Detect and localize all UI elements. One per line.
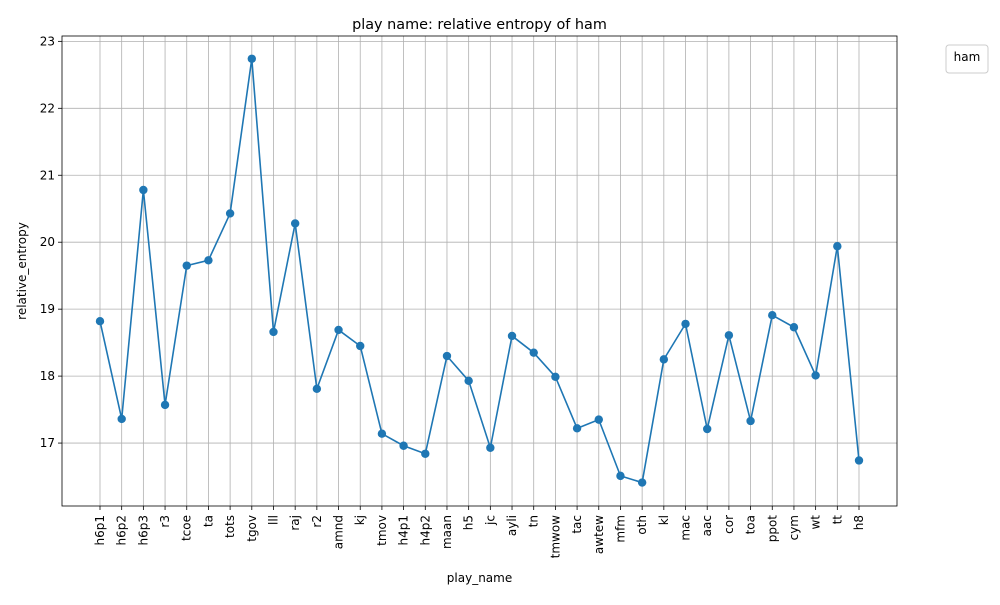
data-point — [399, 441, 408, 450]
x-tick-label: kl — [657, 515, 671, 525]
grid — [62, 36, 897, 506]
x-tick-label: r3 — [158, 515, 172, 528]
x-tick-label: h4p1 — [397, 515, 411, 546]
data-point — [269, 327, 278, 337]
data-point — [312, 384, 322, 394]
x-tick-label: tots — [223, 515, 237, 538]
data-point — [616, 471, 625, 481]
data-point — [724, 331, 734, 340]
data-point — [746, 416, 755, 426]
data-point — [681, 319, 690, 329]
series-line — [99, 57, 860, 484]
data-point — [225, 209, 235, 218]
x-tick-label: amnd — [332, 515, 346, 549]
x-tick-label: h6p1 — [93, 515, 107, 546]
data-point — [789, 323, 799, 332]
x-tick-label: tt — [830, 515, 844, 525]
data-point — [421, 449, 430, 458]
data-point — [768, 310, 777, 320]
y-tick-label: 22 — [40, 101, 55, 115]
data-point — [377, 429, 387, 438]
x-tick-label: ta — [201, 515, 215, 527]
data-point — [637, 478, 647, 487]
x-tick-label: mfm — [613, 515, 627, 543]
series — [95, 54, 864, 487]
data-point — [854, 456, 864, 465]
x-tick-label: tmwow — [548, 515, 562, 559]
x-axis-ticks: h6p1 h6p2 h6p3 r3 tcoe ta tots tgov lll raj r2 amnd… — [93, 506, 866, 558]
y-tick-label: 20 — [40, 235, 55, 249]
x-tick-label: cym — [787, 515, 801, 540]
data-point — [160, 400, 170, 410]
x-tick-label: kj — [353, 515, 367, 525]
x-tick-label: h6p3 — [136, 515, 150, 546]
data-point — [247, 54, 256, 63]
y-tick-label: 19 — [40, 302, 55, 316]
chart-title: play name: relative entropy of ham — [352, 17, 607, 33]
x-tick-label: tn — [527, 515, 541, 527]
legend-title: ham — [954, 50, 981, 64]
x-tick-label: awtew — [592, 515, 606, 554]
x-tick-label: tmov — [375, 515, 389, 546]
x-tick-label: tac — [570, 515, 584, 534]
y-tick-label: 21 — [40, 168, 55, 182]
data-point — [182, 261, 191, 270]
data-point — [95, 317, 105, 326]
data-point — [811, 371, 820, 380]
data-point — [659, 355, 669, 364]
data-point — [290, 219, 300, 228]
plot-area-frame — [61, 35, 898, 507]
data-point — [486, 443, 495, 452]
x-tick-label: aac — [700, 515, 714, 536]
x-tick-label: tgov — [245, 515, 259, 542]
data-point — [551, 372, 560, 381]
x-tick-label: h5 — [462, 515, 476, 530]
x-tick-label: h4p2 — [418, 515, 432, 546]
x-tick-label: h6p2 — [115, 515, 129, 546]
x-tick-label: ayli — [505, 515, 519, 536]
x-tick-label: maan — [440, 515, 454, 549]
data-point — [334, 325, 343, 335]
y-tick-label: 18 — [40, 369, 55, 383]
x-tick-label: jc — [483, 515, 497, 526]
y-axis-ticks: 17 18 19 20 21 22 23 — [40, 34, 62, 450]
x-axis-label: play_name — [447, 571, 512, 585]
x-tick-label: wt — [809, 515, 823, 530]
data-point — [356, 341, 365, 351]
y-axis-label: relative_entropy — [15, 222, 29, 320]
x-tick-label: raj — [288, 515, 302, 531]
data-point — [507, 331, 517, 341]
x-tick-label: oth — [635, 515, 649, 535]
x-tick-label: ppot — [765, 515, 779, 543]
data-point — [594, 415, 603, 424]
x-tick-label: mac — [679, 515, 693, 541]
data-point — [464, 376, 473, 386]
data-point — [572, 424, 582, 433]
data-point — [139, 185, 148, 195]
x-tick-label: h8 — [852, 515, 866, 530]
data-point — [529, 348, 538, 357]
data-point — [117, 414, 126, 424]
y-tick-label: 23 — [40, 34, 55, 48]
x-tick-label: r2 — [310, 515, 324, 528]
x-tick-label: tcoe — [180, 515, 194, 541]
legend: ham — [945, 44, 989, 74]
data-point — [833, 242, 842, 251]
data-point — [703, 424, 712, 434]
data-point — [442, 351, 452, 361]
x-tick-label: lll — [266, 515, 280, 525]
x-tick-label: toa — [744, 515, 758, 534]
x-tick-label: cor — [722, 515, 736, 534]
legend-box — [945, 44, 989, 74]
y-tick-label: 17 — [40, 436, 55, 450]
data-point — [204, 256, 213, 265]
